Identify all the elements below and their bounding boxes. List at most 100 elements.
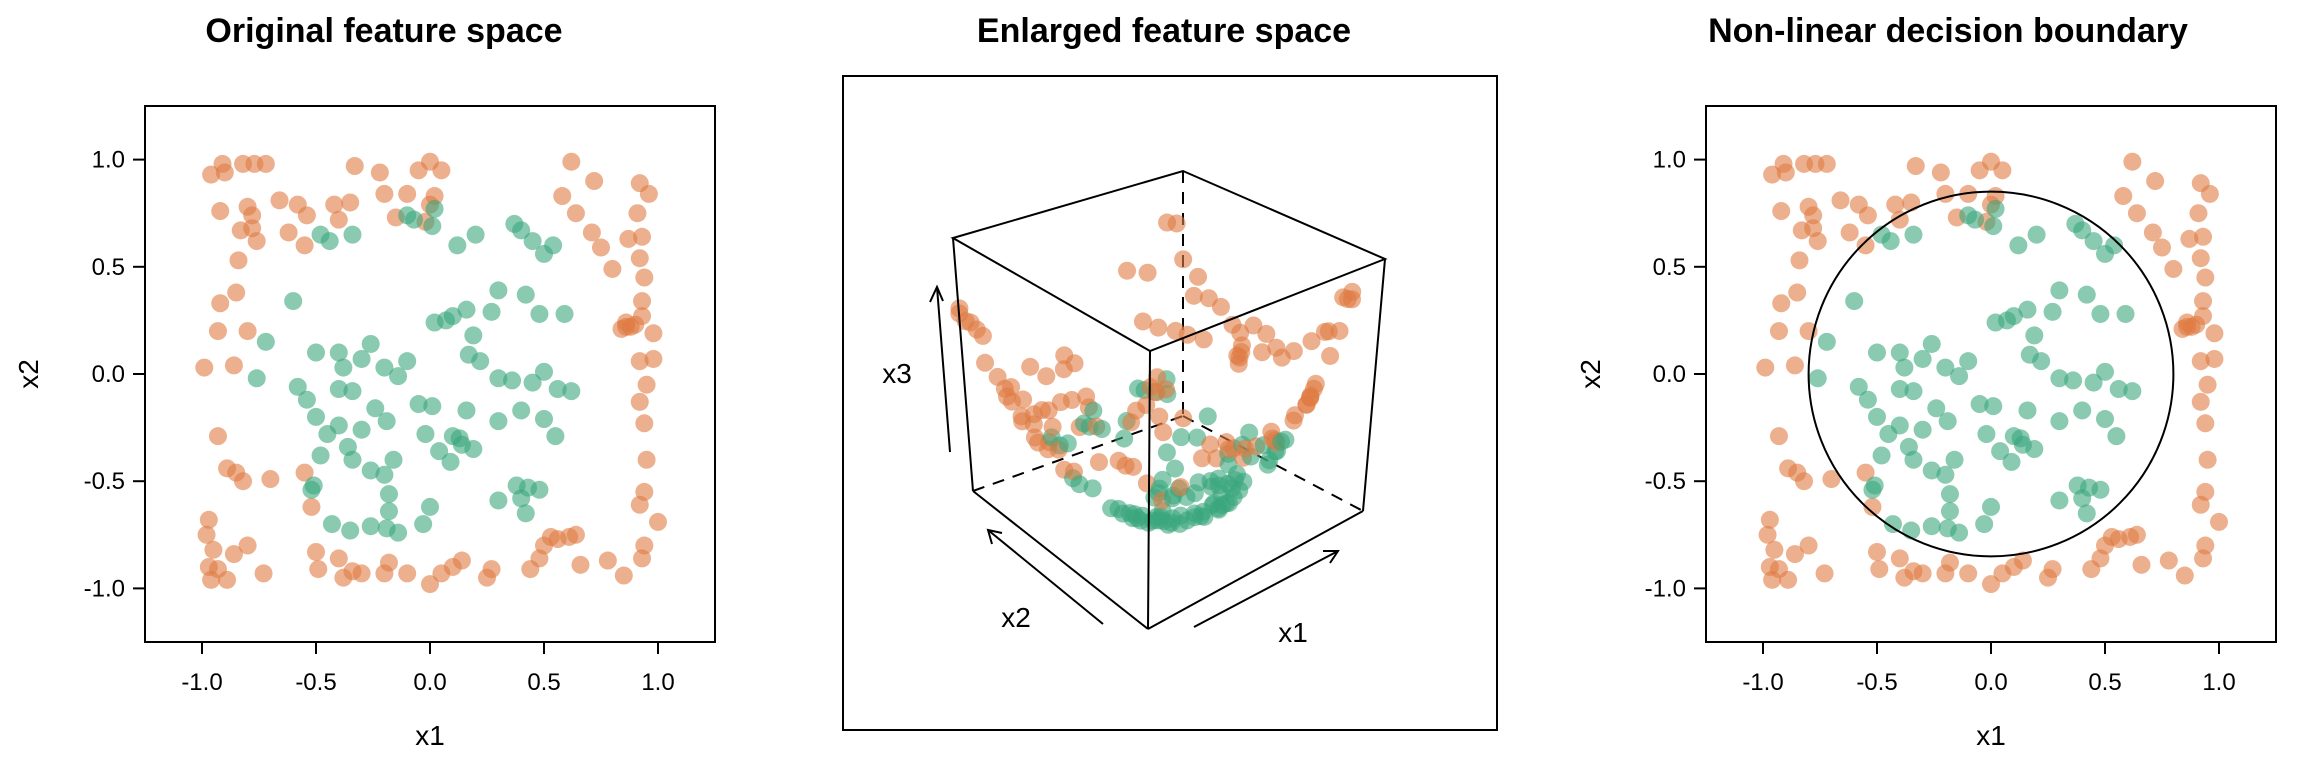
data-point-outer (1167, 214, 1186, 233)
data-point-outer (1785, 356, 1804, 375)
data-point-inner (2018, 300, 2037, 319)
data-point-inner (343, 382, 362, 401)
data-point-inner (1950, 523, 1969, 542)
data-point-inner (1276, 430, 1295, 449)
panel-3-ylabel: x2 (1575, 359, 1606, 389)
data-point-inner (361, 461, 380, 480)
data-point-inner (1991, 442, 2010, 461)
y-tick-label: 1.0 (1653, 147, 1686, 174)
data-point-inner (489, 281, 508, 300)
data-point-outer (1189, 267, 1208, 286)
data-point-outer (482, 560, 501, 579)
data-point-outer (227, 283, 246, 302)
data-point-inner (1975, 515, 1994, 534)
cube-edge-bottom-left (972, 490, 1149, 630)
data-point-outer (1772, 202, 1791, 221)
y-tick-label: -1.0 (84, 575, 125, 602)
data-point-inner (1890, 380, 1909, 399)
data-point-outer (295, 463, 314, 482)
data-point-outer (1779, 459, 1798, 478)
data-point-inner (1858, 390, 1877, 409)
data-point-inner (1845, 292, 1864, 311)
data-point-outer (1840, 223, 1859, 242)
data-point-outer (208, 322, 227, 341)
panel-1-ticks: -1.0 -0.5 0.0 0.5 1.0 1.0 0.5 0.0 -0.5 -1.0 (84, 147, 675, 696)
data-point-outer (238, 322, 257, 341)
data-point-outer (2159, 551, 2178, 570)
data-point-outer (307, 542, 325, 561)
data-point-inner (2077, 504, 2096, 523)
data-point-inner (361, 517, 380, 536)
data-point-inner (503, 371, 522, 390)
data-point-inner (1913, 349, 1932, 368)
data-point-inner (1904, 450, 1923, 469)
data-point-outer (2189, 204, 2208, 223)
data-point-outer (1306, 374, 1325, 393)
data-point-inner (343, 225, 362, 244)
data-point-inner (2050, 281, 2069, 300)
data-point-outer (617, 313, 636, 332)
data-point-outer (2127, 204, 2146, 223)
x-tick-label: 1.0 (641, 669, 674, 696)
data-point-outer (345, 157, 364, 176)
data-point-inner (389, 367, 408, 386)
data-point-inner (457, 300, 476, 319)
data-point-outer (1149, 318, 1168, 337)
cube-edge-right (1362, 258, 1386, 512)
data-point-inner (548, 380, 567, 399)
data-point-inner (1817, 332, 1836, 351)
data-point-outer (1890, 210, 1909, 229)
y-tick-label: 0.0 (92, 361, 125, 388)
panel-1-title: Original feature space (205, 12, 562, 50)
panel-original: Original feature space -1.0 -0.5 0.0 0.5 1.0… (13, 12, 716, 751)
data-point-inner (441, 452, 460, 471)
data-point-outer (2043, 560, 2062, 579)
decision-boundary-circle (1807, 190, 2175, 558)
data-point-outer (603, 259, 622, 278)
data-point-outer (1174, 409, 1193, 428)
data-point-outer (2153, 238, 2171, 257)
cube-edge-front (1147, 350, 1151, 630)
data-point-inner (2050, 412, 2069, 431)
x2-arrow (986, 528, 1104, 625)
data-point-outer (1321, 346, 1340, 365)
x-tick-label: -0.5 (1856, 669, 1897, 696)
data-point-outer (582, 223, 601, 242)
x-tick-label: 1.0 (2202, 669, 2235, 696)
data-point-inner (2091, 304, 2110, 323)
panel-enlarged: Enlarged feature space x3 x2 x1 (842, 12, 1498, 731)
data-point-outer (535, 536, 553, 555)
data-point-inner (1904, 225, 1923, 244)
data-point-outer (521, 560, 540, 579)
data-point-inner (489, 369, 508, 388)
data-point-inner (1234, 472, 1253, 491)
panel-3-points (1756, 152, 2228, 594)
data-point-outer (1788, 283, 1807, 302)
panel-3-xlabel: x1 (1976, 720, 2006, 751)
data-point-outer (1906, 157, 1925, 176)
data-point-outer (329, 549, 348, 568)
data-point-outer (1858, 206, 1877, 225)
data-point-outer (2194, 292, 2213, 311)
cube-top-face (950, 169, 1388, 353)
data-point-inner (1115, 429, 1134, 448)
data-point-outer (202, 165, 221, 184)
data-point-inner (516, 285, 535, 304)
data-point-inner (1922, 517, 1941, 536)
data-point-inner (377, 412, 396, 431)
data-point-inner (2077, 285, 2096, 304)
panel-boundary: Non-linear decision boundary -1.0 -0.5 0.0… (1575, 12, 2277, 751)
cube-edge-hidden-left (972, 415, 1184, 492)
data-point-outer (1037, 367, 1056, 386)
data-point-inner (523, 373, 542, 392)
data-point-inner (1058, 434, 1077, 453)
data-point-outer (2198, 375, 2217, 394)
data-point-inner (2073, 489, 2092, 508)
y-tick-label: 0.5 (1653, 254, 1686, 281)
data-point-inner (1984, 217, 2003, 236)
data-point-outer (2200, 184, 2219, 203)
data-point-outer (628, 204, 647, 223)
data-point-inner (555, 304, 574, 323)
data-point-inner (247, 369, 266, 388)
data-point-outer (195, 358, 214, 377)
